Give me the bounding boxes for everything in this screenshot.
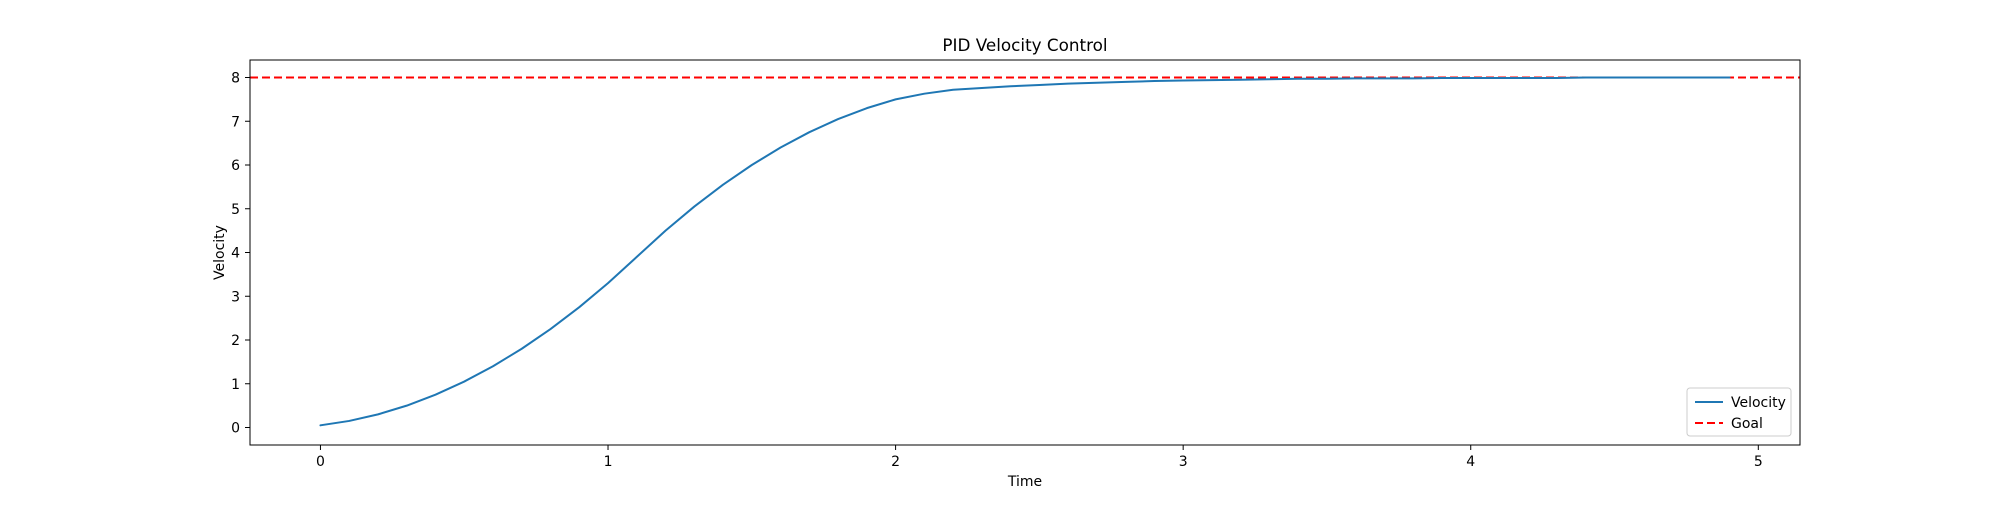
legend-label-velocity: Velocity xyxy=(1731,395,1786,411)
y-tick-label: 3 xyxy=(231,289,240,305)
x-axis-ticks: 0 1 2 3 4 5 xyxy=(316,445,1763,470)
y-axis-ticks: 0 1 2 3 4 5 6 7 8 xyxy=(231,71,250,437)
y-tick-label: 0 xyxy=(231,421,240,437)
y-tick-label: 4 xyxy=(231,246,240,262)
chart-title: PID Velocity Control xyxy=(942,35,1107,55)
x-tick-label: 5 xyxy=(1754,454,1763,470)
y-axis-label: Velocity xyxy=(212,225,228,280)
x-axis-label: Time xyxy=(1007,474,1042,490)
velocity-line xyxy=(319,76,1731,427)
x-tick-label: 3 xyxy=(1179,454,1188,470)
x-tick-label: 4 xyxy=(1466,454,1475,470)
y-tick-label: 6 xyxy=(231,158,240,174)
x-tick-label: 0 xyxy=(316,454,325,470)
x-tick-label: 2 xyxy=(891,454,900,470)
legend-label-goal: Goal xyxy=(1731,416,1763,432)
y-tick-label: 2 xyxy=(231,333,240,349)
y-tick-label: 5 xyxy=(231,202,240,218)
y-tick-label: 1 xyxy=(231,377,240,393)
legend: Velocity Goal xyxy=(1686,387,1792,437)
y-tick-label: 7 xyxy=(231,114,240,130)
x-tick-label: 1 xyxy=(604,454,613,470)
y-tick-label: 8 xyxy=(231,71,240,87)
